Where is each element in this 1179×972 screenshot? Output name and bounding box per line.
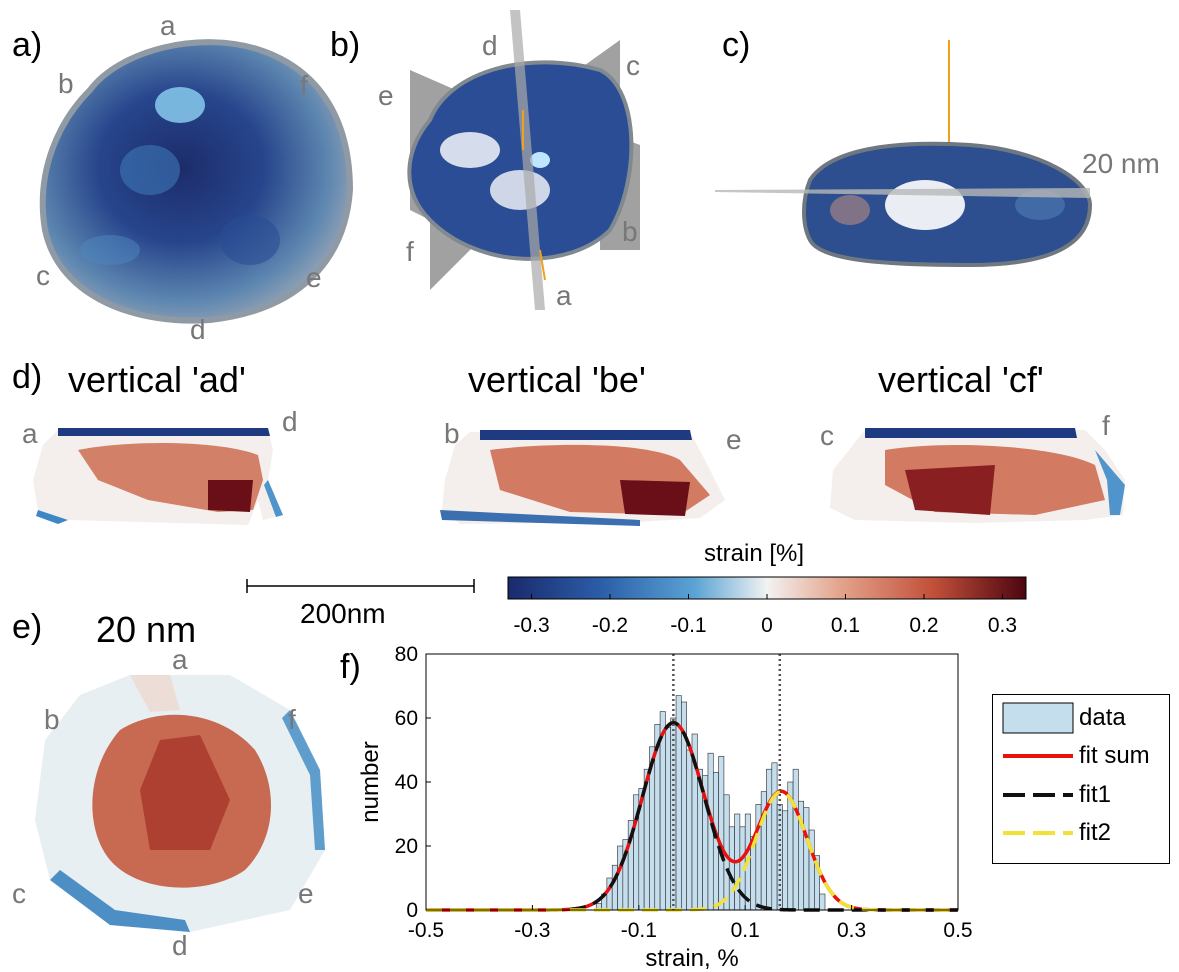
colorbar-tick-label: 0 [761, 614, 773, 637]
panel-b-marker-e: e [378, 80, 394, 111]
slice-marker-f: f [288, 704, 296, 735]
legend-data-label: data [1079, 704, 1126, 731]
legend-fitsum-label: fit sum [1079, 742, 1150, 769]
x-tick-label: -0.5 [408, 919, 444, 942]
panel-b-marker-a: a [556, 280, 572, 311]
panel-b-label: b) [330, 26, 361, 64]
panel-b-marker-b: b [622, 216, 638, 247]
section-ad-map [33, 428, 283, 525]
panel-d-label: d) [12, 358, 43, 396]
panel-a-marker-d: d [190, 314, 206, 345]
section-ad-title: vertical 'ad' [68, 359, 246, 400]
x-tick-label: 0.1 [731, 919, 760, 942]
panel-f-label: f) [340, 648, 361, 686]
x-tick-label: 0.3 [837, 919, 866, 942]
slice-map [35, 675, 325, 932]
colorbar-title: strain [%] [704, 540, 805, 567]
histogram-bar [782, 810, 789, 911]
colorbar-tick-label: -0.2 [592, 614, 628, 637]
strain-histogram: -0.5 -0.3 -0.1 0.1 0.3 0.5 0 20 40 60 80 strain, … [357, 643, 973, 972]
section-be-title: vertical 'be' [468, 359, 646, 400]
colorbar-tick-label: 0.3 [988, 614, 1017, 637]
panel-a-marker-c: c [36, 260, 50, 291]
legend-data-swatch [1002, 702, 1074, 734]
colorbar-tick-label: -0.3 [513, 614, 549, 637]
section-be-left-marker: b [444, 418, 460, 449]
panel-a-marker-f: f [300, 70, 308, 101]
chart-legend: data fit sum fit1 fit2 [992, 694, 1170, 864]
scale-bar [246, 579, 475, 593]
y-axis-label: number [357, 741, 384, 822]
panel-c-render [715, 40, 1093, 268]
section-cf-left-marker: c [820, 420, 834, 451]
section-be-right-marker: e [726, 424, 742, 455]
slice-marker-a: a [172, 644, 188, 675]
legend-fit2-label: fit2 [1079, 819, 1112, 846]
y-tick-label: 80 [395, 643, 418, 666]
slice-marker-e: e [298, 878, 314, 909]
panel-a-marker-e: e [306, 262, 322, 293]
panel-b-marker-f: f [406, 236, 414, 267]
section-cf-right-marker: f [1102, 410, 1110, 441]
x-tick-label: -0.3 [514, 919, 550, 942]
x-tick-label: 0.5 [943, 919, 972, 942]
section-ad-right-marker: d [282, 406, 298, 437]
fit1-line [426, 721, 958, 912]
scale-bar-label: 200nm [300, 598, 386, 629]
histogram-bar [766, 768, 773, 911]
x-axis-label: strain, % [645, 945, 738, 972]
slice-marker-b: b [44, 704, 60, 735]
slice-marker-c: c [12, 878, 26, 909]
panel-a-marker-b: b [58, 68, 74, 99]
histogram-bar [728, 826, 735, 911]
histogram-bar [819, 893, 826, 911]
legend-fit1-label: fit1 [1079, 781, 1112, 808]
panel-b-marker-d: d [482, 30, 498, 61]
x-tick-label: -0.1 [621, 919, 657, 942]
panel-e-label: e) [12, 608, 43, 646]
histogram-bar [617, 845, 624, 911]
y-tick-label: 40 [395, 771, 418, 794]
colorbar-tick-label: -0.1 [670, 614, 706, 637]
section-ad-left-marker: a [22, 418, 38, 449]
y-tick-label: 20 [395, 835, 418, 858]
y-tick-label: 60 [395, 707, 418, 730]
histogram-bar [803, 807, 810, 911]
colorbar: -0.3 -0.2 -0.1 0 0.1 0.2 0.3 [507, 576, 1027, 637]
colorbar-tick-label: 0.2 [909, 614, 938, 637]
panel-a-marker-a: a [160, 10, 176, 41]
legend-swatches [1002, 702, 1074, 835]
histogram-bar [665, 727, 672, 911]
histogram-bar [718, 756, 725, 911]
section-cf-map [830, 428, 1125, 523]
colorbar-tick-label: 0.1 [831, 614, 860, 637]
panel-b-marker-c: c [626, 50, 640, 81]
panel-c-label: c) [722, 26, 751, 64]
histogram-bar [771, 762, 778, 911]
panel-a-render [39, 39, 354, 324]
histogram-bar [792, 768, 799, 911]
section-be-map [440, 430, 725, 526]
section-cf-title: vertical 'cf' [878, 359, 1044, 400]
panel-a-label: a) [12, 26, 43, 64]
histogram-bar [686, 749, 693, 911]
slice-title: 20 nm [96, 609, 197, 650]
y-tick-label: 0 [406, 899, 418, 922]
panel-c-size-label: 20 nm [1082, 148, 1160, 179]
panel-b-render [407, 10, 640, 310]
slice-marker-d: d [172, 930, 188, 961]
